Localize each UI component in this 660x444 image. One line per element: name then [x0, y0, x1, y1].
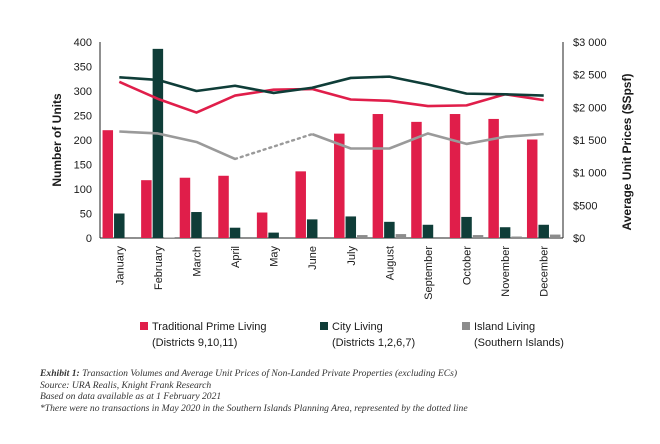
bar: [218, 175, 229, 238]
y2-tick-label: $3 000: [573, 37, 607, 49]
x-tick-label: June: [307, 246, 319, 270]
series-line: [118, 80, 544, 114]
bar: [384, 221, 395, 238]
bar: [334, 133, 345, 238]
y-tick-label: 300: [74, 86, 92, 98]
legend-label: Island Living: [474, 321, 535, 333]
legend-sublabel: (Southern Islands): [474, 337, 564, 349]
y2-tick-label: $500: [573, 200, 597, 212]
series-line: [311, 132, 544, 150]
bar: [511, 236, 522, 238]
caption: Exhibit 1: Transaction Volumes and Avera…: [40, 368, 640, 414]
bar: [461, 216, 472, 238]
x-tick-label: January: [114, 246, 126, 286]
bar: [318, 237, 329, 238]
chart-area: 0 50 100 150 200 250 300 350 400 $0 $500 $1 000 $1 5…: [50, 37, 634, 349]
y2-tick-label: $0: [573, 233, 585, 245]
exhibit-title: Exhibit 1: Transaction Volumes and Avera…: [40, 368, 640, 380]
bar: [102, 130, 114, 238]
bar: [268, 232, 279, 238]
bar: [472, 235, 484, 238]
y2-tick-label: $2 000: [573, 102, 607, 114]
x-tick-label: August: [384, 246, 396, 280]
bar: [538, 224, 549, 238]
bar: [449, 114, 461, 238]
series-line: [119, 75, 544, 97]
y-tick-label: 350: [74, 62, 92, 74]
based-on-note: Based on data available as at 1 February…: [40, 391, 222, 403]
bar: [395, 234, 407, 238]
legend-swatch: [462, 322, 470, 330]
source-note: Source: URA Realis, Knight Frank Researc…: [40, 379, 212, 391]
bar: [357, 235, 368, 238]
x-tick-label: February: [153, 246, 165, 291]
legend-label: Traditional Prime Living: [152, 321, 267, 333]
y-tick-label: 250: [74, 111, 92, 123]
bar: [434, 237, 445, 238]
y-tick-label: 50: [80, 209, 92, 221]
bar: [152, 48, 164, 238]
bar: [114, 213, 125, 238]
bar: [411, 121, 422, 238]
bar: [125, 237, 137, 238]
x-tick-label: November: [500, 246, 512, 297]
y-axis-title: Number of Units: [50, 93, 64, 187]
bar: [526, 139, 538, 238]
bar: [241, 237, 252, 238]
legend-sublabel: (Districts 1,2,6,7): [332, 337, 415, 349]
bar: [191, 212, 202, 238]
bar: [256, 212, 268, 238]
x-tick-label: May: [269, 246, 281, 267]
bar: [372, 114, 384, 238]
bar: [229, 227, 241, 238]
y2-tick-label: $1 000: [573, 168, 607, 180]
x-tick-label: April: [230, 246, 242, 268]
series-line: [119, 130, 236, 161]
legend-swatch: [140, 322, 148, 330]
chart-svg: 0 50 100 150 200 250 300 350 400 $0 $500 $1 000 $1 5…: [50, 37, 634, 349]
series-line-gap: [233, 132, 314, 161]
y-tick-label: 400: [74, 37, 92, 49]
bar: [549, 234, 561, 238]
bar: [499, 227, 511, 238]
y-tick-label: 200: [74, 135, 92, 147]
x-tick-label: December: [539, 246, 551, 297]
footnote: *There were no transactions in May 2020 …: [40, 402, 468, 414]
y-tick-label: 100: [74, 184, 92, 196]
bar: [488, 118, 499, 238]
bar: [295, 171, 306, 238]
x-tick-label: October: [462, 246, 474, 285]
legend-label: City Living: [332, 321, 383, 333]
y-tick-label: 0: [86, 233, 92, 245]
y-tick-label: 150: [74, 160, 92, 172]
y2-tick-label: $1 500: [573, 135, 607, 147]
bar: [306, 219, 318, 238]
x-tick-label: March: [191, 246, 203, 277]
bar: [141, 180, 152, 238]
y2-axis-title: Average Unit Prices ($Spsf): [620, 74, 634, 231]
x-tick-label: July: [346, 246, 358, 266]
exhibit-text: Transaction Volumes and Average Unit Pri…: [79, 368, 458, 379]
y2-tick-label: $2 500: [573, 70, 607, 82]
bar: [345, 216, 357, 238]
legend-sublabel: (Districts 9,10,11): [152, 337, 237, 349]
legend-swatch: [320, 322, 328, 330]
bar: [179, 177, 191, 238]
exhibit-label: Exhibit 1:: [40, 368, 80, 379]
bar: [422, 224, 434, 238]
x-tick-label: September: [423, 246, 435, 300]
